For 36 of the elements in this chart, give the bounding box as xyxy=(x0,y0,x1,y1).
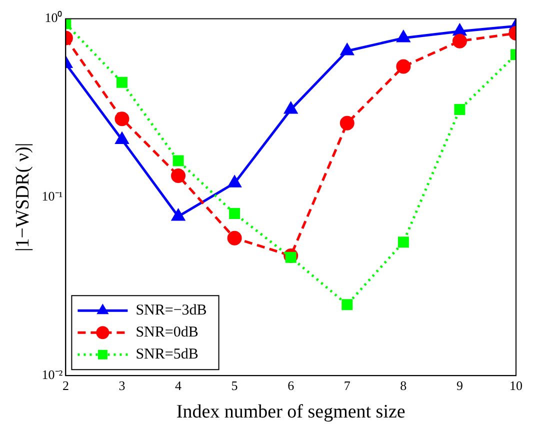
point xyxy=(454,104,466,116)
legend-label: SNR=0dB xyxy=(136,324,198,341)
point xyxy=(396,30,410,42)
x-tick-label: 8 xyxy=(400,378,407,393)
x-tick-label: 4 xyxy=(175,378,182,393)
point xyxy=(227,230,242,246)
point xyxy=(116,132,128,144)
x-tick-label: 7 xyxy=(344,378,351,393)
point xyxy=(398,236,409,248)
x-tick-label: 3 xyxy=(118,378,126,393)
point xyxy=(284,102,298,114)
point xyxy=(452,34,467,48)
point xyxy=(229,208,240,220)
x-tick-label: 5 xyxy=(231,378,238,393)
point xyxy=(340,116,354,130)
y-axis-title: |1−WSDR( ν)| xyxy=(12,142,34,252)
x-tick-label: 2 xyxy=(62,378,69,393)
x-tick-label: 9 xyxy=(456,378,463,393)
point xyxy=(171,168,186,183)
y-tick-label: 10⁻¹ xyxy=(42,188,63,204)
point xyxy=(172,155,184,166)
x-tick-label: 10 xyxy=(510,378,522,393)
y-tick-label: 10⁰ xyxy=(44,10,63,26)
point xyxy=(116,76,128,88)
point xyxy=(114,112,130,126)
point xyxy=(228,176,242,188)
legend-label: SNR=5dB xyxy=(136,346,198,363)
point xyxy=(172,209,185,221)
legend-label: SNR=−3dB xyxy=(136,302,207,319)
point xyxy=(453,24,466,36)
point xyxy=(396,59,411,74)
point xyxy=(342,299,353,310)
x-tick-label: 6 xyxy=(288,378,295,393)
y-tick-label: 10⁻² xyxy=(42,367,63,382)
x-axis-title: Index number of segment size xyxy=(176,402,406,423)
point xyxy=(340,44,354,56)
